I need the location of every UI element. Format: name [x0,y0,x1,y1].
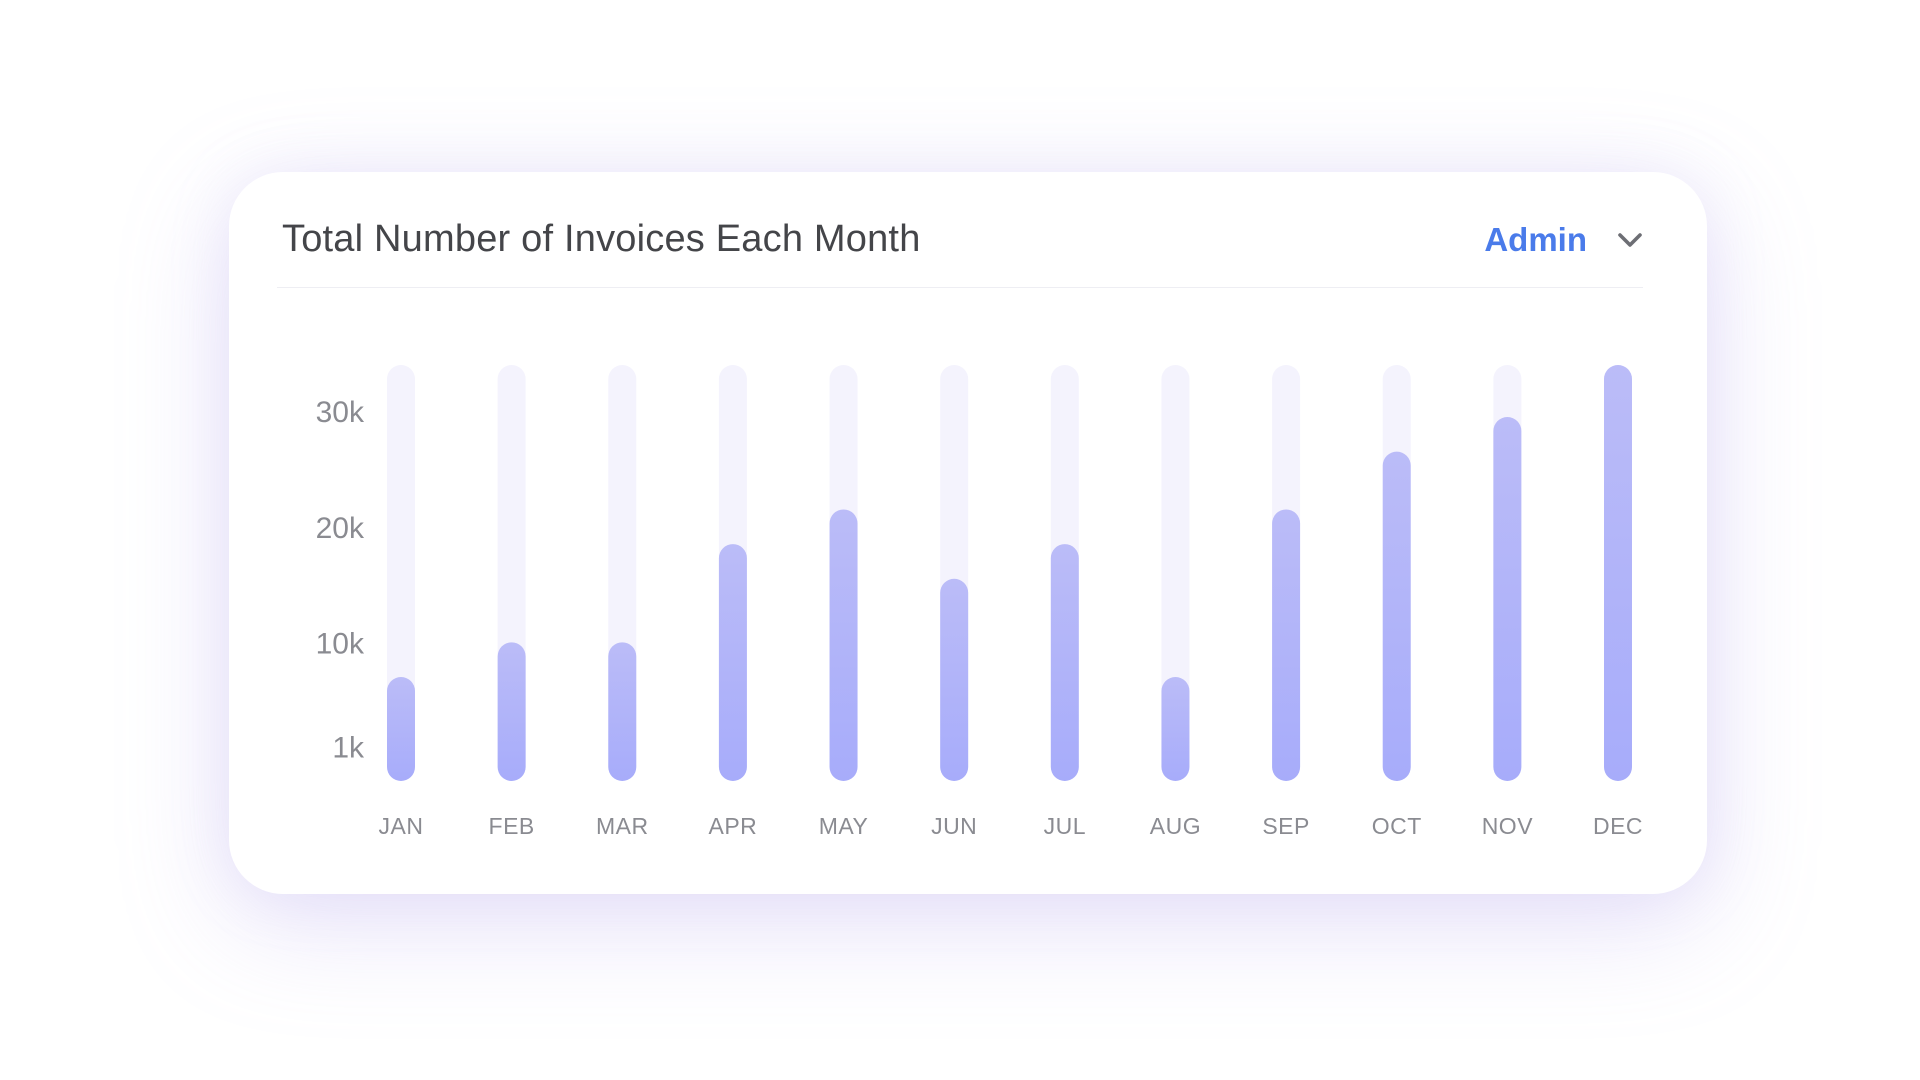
bar-jan[interactable] [387,677,415,781]
invoices-bar-chart: 1k 10k 20k 30k JAN FEB MAR APR MAY JUN JUL AUG SEP OC… [316,365,1643,839]
x-category-label: MAR [596,813,649,839]
x-category-label: NOV [1482,813,1534,839]
bar-oct[interactable] [1382,451,1411,781]
bar-dec[interactable] [1604,365,1632,781]
role-dropdown-value: Admin [1484,221,1587,258]
bar-aug[interactable] [1161,677,1190,781]
y-tick-label: 30k [316,396,365,429]
y-tick-label: 20k [316,512,365,545]
x-category-label: APR [709,813,758,839]
bar-track [387,365,415,781]
chart-card: Total Number of Invoices Each Month Admi… [229,172,1707,894]
x-category-label: JUN [931,813,977,839]
bar-nov[interactable] [1493,417,1522,781]
x-category-label: JUL [1044,813,1086,839]
x-category-label: FEB [489,813,535,839]
x-category-label: AUG [1150,813,1201,839]
y-tick-label: 10k [316,627,365,660]
x-category-label: MAY [819,813,869,839]
bar-jun[interactable] [940,578,969,781]
bar-feb[interactable] [497,642,526,781]
x-category-label: SEP [1262,813,1310,839]
x-category-label: DEC [1593,813,1643,839]
y-tick-label: 1k [332,731,365,764]
card-title: Total Number of Invoices Each Month [282,218,921,260]
bar-apr[interactable] [718,544,747,781]
bar-track [1161,365,1190,781]
header-divider [277,287,1643,288]
x-category-label: OCT [1372,813,1422,839]
bar-may[interactable] [829,509,858,781]
bar-mar[interactable] [608,642,637,781]
role-dropdown[interactable]: Admin [1484,210,1647,270]
x-category-label: JAN [379,813,424,839]
chevron-down-icon[interactable] [1613,223,1647,257]
bar-jul[interactable] [1050,544,1079,781]
bar-sep[interactable] [1272,509,1301,781]
